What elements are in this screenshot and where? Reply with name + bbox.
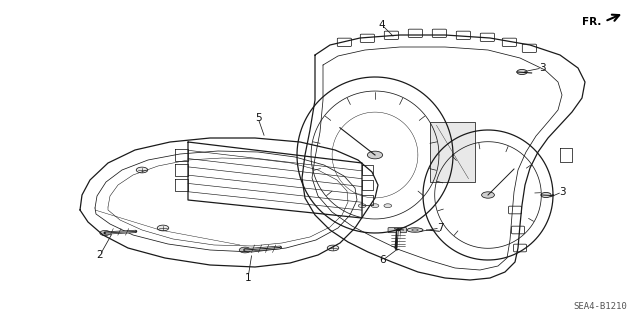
FancyBboxPatch shape bbox=[514, 244, 526, 252]
Circle shape bbox=[239, 247, 251, 253]
Circle shape bbox=[541, 192, 551, 197]
FancyBboxPatch shape bbox=[385, 31, 398, 40]
Circle shape bbox=[384, 204, 392, 208]
Text: 2: 2 bbox=[97, 250, 103, 260]
FancyBboxPatch shape bbox=[360, 34, 374, 42]
Circle shape bbox=[367, 151, 383, 159]
FancyBboxPatch shape bbox=[388, 227, 406, 233]
Circle shape bbox=[371, 204, 379, 208]
Circle shape bbox=[136, 167, 148, 173]
Text: 6: 6 bbox=[380, 255, 387, 265]
Text: 3: 3 bbox=[539, 63, 545, 73]
FancyBboxPatch shape bbox=[337, 38, 351, 47]
FancyBboxPatch shape bbox=[502, 38, 516, 47]
Text: SEA4-B1210: SEA4-B1210 bbox=[573, 302, 627, 311]
Circle shape bbox=[482, 192, 494, 198]
Text: 1: 1 bbox=[244, 273, 252, 283]
Circle shape bbox=[517, 70, 527, 75]
Text: FR.: FR. bbox=[582, 17, 601, 27]
Text: 5: 5 bbox=[255, 113, 261, 123]
FancyBboxPatch shape bbox=[522, 44, 536, 52]
Circle shape bbox=[358, 204, 366, 208]
Ellipse shape bbox=[407, 228, 423, 232]
Text: 4: 4 bbox=[379, 20, 385, 30]
FancyBboxPatch shape bbox=[511, 226, 524, 234]
Circle shape bbox=[157, 225, 169, 231]
FancyBboxPatch shape bbox=[480, 33, 494, 41]
Ellipse shape bbox=[412, 229, 418, 231]
Circle shape bbox=[327, 245, 339, 251]
Text: 7: 7 bbox=[436, 223, 444, 233]
FancyBboxPatch shape bbox=[456, 31, 470, 40]
Text: 3: 3 bbox=[559, 187, 565, 197]
FancyBboxPatch shape bbox=[433, 29, 447, 37]
Circle shape bbox=[100, 230, 110, 235]
FancyBboxPatch shape bbox=[408, 29, 422, 37]
Polygon shape bbox=[430, 122, 475, 182]
FancyBboxPatch shape bbox=[509, 206, 522, 214]
